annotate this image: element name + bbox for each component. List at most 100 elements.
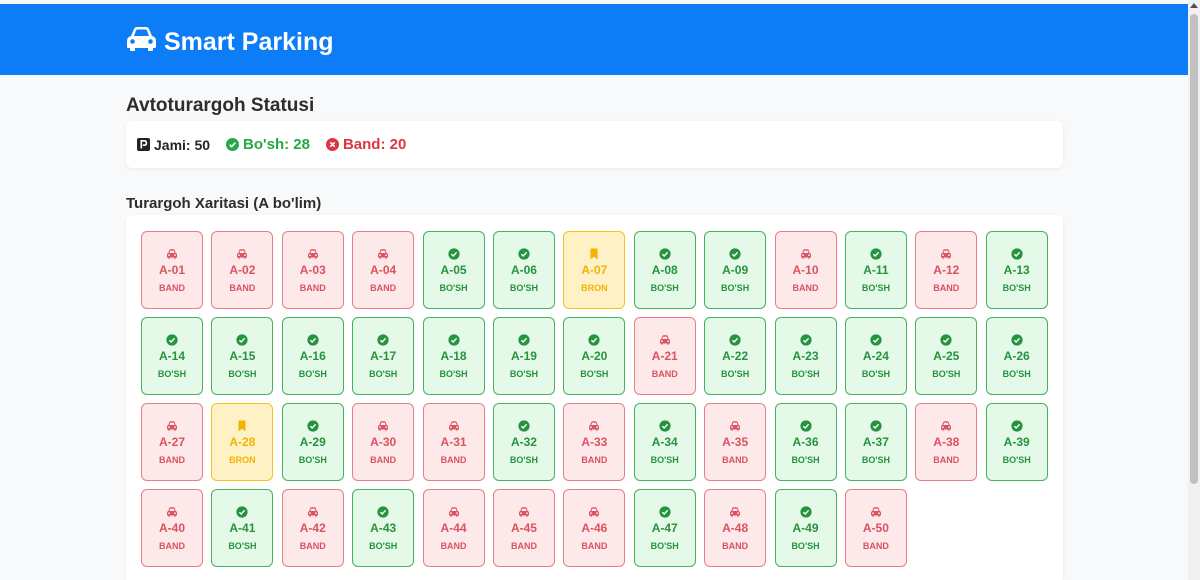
page-title: Avtoturargoh Statusi xyxy=(126,95,315,116)
spot-status: BO'SH xyxy=(861,369,890,379)
parking-spot[interactable]: A-03 BAND xyxy=(281,231,344,309)
parking-spot[interactable]: A-11 BO'SH xyxy=(844,231,907,309)
spot-status: BO'SH xyxy=(439,369,468,379)
parking-spot[interactable]: A-37 BO'SH xyxy=(844,403,907,481)
parking-spot[interactable]: A-34 BO'SH xyxy=(633,403,696,481)
parking-spot[interactable]: A-28 BRON xyxy=(211,403,274,481)
parking-spot[interactable]: A-04 BAND xyxy=(352,231,415,309)
parking-spot[interactable]: A-41 BO'SH xyxy=(211,489,274,567)
check-circle-icon xyxy=(799,506,812,518)
spot-status: BO'SH xyxy=(580,369,609,379)
parking-spot[interactable]: A-17 BO'SH xyxy=(352,317,415,395)
spot-id: A-26 xyxy=(1003,349,1030,363)
spot-id: A-33 xyxy=(581,435,608,449)
parking-spot[interactable]: A-36 BO'SH xyxy=(774,403,837,481)
spot-status: BAND xyxy=(581,455,608,465)
check-circle-icon xyxy=(1011,420,1023,432)
spot-status: BO'SH xyxy=(509,283,539,293)
car-icon xyxy=(729,506,741,518)
scroll-up-arrow-icon[interactable] xyxy=(1190,3,1198,8)
parking-spot[interactable]: A-06 BO'SH xyxy=(492,231,555,309)
spot-status: BO'SH xyxy=(369,369,398,379)
spot-id: A-18 xyxy=(440,349,467,363)
check-circle-icon xyxy=(870,420,882,432)
parking-spot[interactable]: A-24 BO'SH xyxy=(844,317,907,395)
spot-id: A-06 xyxy=(510,263,537,277)
spot-id: A-13 xyxy=(1003,263,1030,277)
parking-spot[interactable]: A-25 BO'SH xyxy=(915,317,978,395)
parking-spot[interactable]: A-27 BAND xyxy=(141,403,203,481)
spot-status: BAND xyxy=(370,455,397,465)
car-icon xyxy=(800,248,812,260)
parking-spot[interactable]: A-43 BO'SH xyxy=(352,489,415,567)
parking-spot[interactable]: A-32 BO'SH xyxy=(492,403,555,481)
spot-status: BAND xyxy=(159,283,185,293)
spot-id: A-48 xyxy=(722,521,749,535)
parking-spot[interactable]: A-45 BAND xyxy=(492,489,555,567)
spot-status: BAND xyxy=(440,541,467,551)
spot-status: BRON xyxy=(581,283,608,293)
parking-spot[interactable]: A-13 BO'SH xyxy=(985,231,1048,309)
parking-spot[interactable]: A-39 BO'SH xyxy=(985,403,1048,481)
spot-id: A-04 xyxy=(370,263,397,277)
parking-spot[interactable]: A-48 BAND xyxy=(704,489,767,567)
spot-id: A-43 xyxy=(370,521,397,535)
parking-spot[interactable]: A-01 BAND xyxy=(141,231,203,309)
check-circle-icon xyxy=(588,334,600,346)
parking-spot[interactable]: A-26 BO'SH xyxy=(985,317,1048,395)
parking-spot[interactable]: A-16 BO'SH xyxy=(281,317,344,395)
check-circle-icon xyxy=(870,334,882,346)
car-icon xyxy=(940,248,952,260)
scrollbar[interactable] xyxy=(1188,0,1200,580)
spot-status: BRON xyxy=(229,455,256,465)
parking-spot[interactable]: A-22 BO'SH xyxy=(704,317,767,395)
parking-spot[interactable]: A-38 BAND xyxy=(915,403,978,481)
brand[interactable]: Smart Parking xyxy=(125,26,334,59)
parking-spot[interactable]: A-49 BO'SH xyxy=(774,489,837,567)
app-title: Smart Parking xyxy=(164,28,334,56)
parking-spot[interactable]: A-47 BO'SH xyxy=(633,489,696,567)
check-circle-icon xyxy=(447,334,460,346)
parking-spot[interactable]: A-14 BO'SH xyxy=(141,317,203,395)
parking-spot[interactable]: A-05 BO'SH xyxy=(422,231,485,309)
parking-spot[interactable]: A-46 BAND xyxy=(563,489,626,567)
spot-status: BO'SH xyxy=(157,369,187,379)
parking-spot[interactable]: A-21 BAND xyxy=(633,317,696,395)
parking-spot[interactable]: A-29 BO'SH xyxy=(281,403,344,481)
spot-status: BAND xyxy=(440,455,467,465)
parking-spot[interactable]: A-40 BAND xyxy=(141,489,203,567)
parking-spot[interactable]: A-44 BAND xyxy=(422,489,485,567)
parking-spot[interactable]: A-12 BAND xyxy=(915,231,978,309)
spot-id: A-28 xyxy=(229,435,256,449)
check-circle-icon xyxy=(1011,248,1023,260)
parking-spot[interactable]: A-42 BAND xyxy=(281,489,344,567)
parking-spot[interactable]: A-07 BRON xyxy=(563,231,626,309)
spot-id: A-46 xyxy=(581,521,608,535)
parking-spot[interactable]: A-35 BAND xyxy=(704,403,767,481)
parking-spot[interactable]: A-33 BAND xyxy=(563,403,626,481)
parking-spot[interactable]: A-23 BO'SH xyxy=(774,317,837,395)
parking-spot[interactable]: A-20 BO'SH xyxy=(563,317,626,395)
car-icon xyxy=(125,26,164,59)
spot-status: BO'SH xyxy=(721,283,750,293)
navbar: Smart Parking xyxy=(0,4,1188,75)
parking-spot[interactable]: A-02 BAND xyxy=(211,231,274,309)
parking-spot[interactable]: A-08 BO'SH xyxy=(633,231,696,309)
spot-status: BAND xyxy=(651,369,678,379)
scroll-thumb[interactable] xyxy=(1190,14,1198,484)
parking-spot[interactable]: A-50 BAND xyxy=(844,489,907,567)
check-circle-icon xyxy=(659,248,671,260)
parking-spot[interactable]: A-19 BO'SH xyxy=(492,317,555,395)
spot-id: A-23 xyxy=(792,349,819,363)
stat-busy-label: Band: 20 xyxy=(342,136,407,153)
parking-spot[interactable]: A-10 BAND xyxy=(774,231,837,309)
parking-spot[interactable]: A-15 BO'SH xyxy=(211,317,274,395)
spot-id: A-08 xyxy=(651,263,678,277)
parking-spot[interactable]: A-31 BAND xyxy=(422,403,485,481)
parking-icon xyxy=(137,138,150,151)
parking-spot[interactable]: A-30 BAND xyxy=(352,403,415,481)
parking-spot[interactable]: A-09 BO'SH xyxy=(704,231,767,309)
spot-status: BAND xyxy=(933,455,960,465)
check-circle-icon xyxy=(799,420,812,432)
parking-spot[interactable]: A-18 BO'SH xyxy=(422,317,485,395)
